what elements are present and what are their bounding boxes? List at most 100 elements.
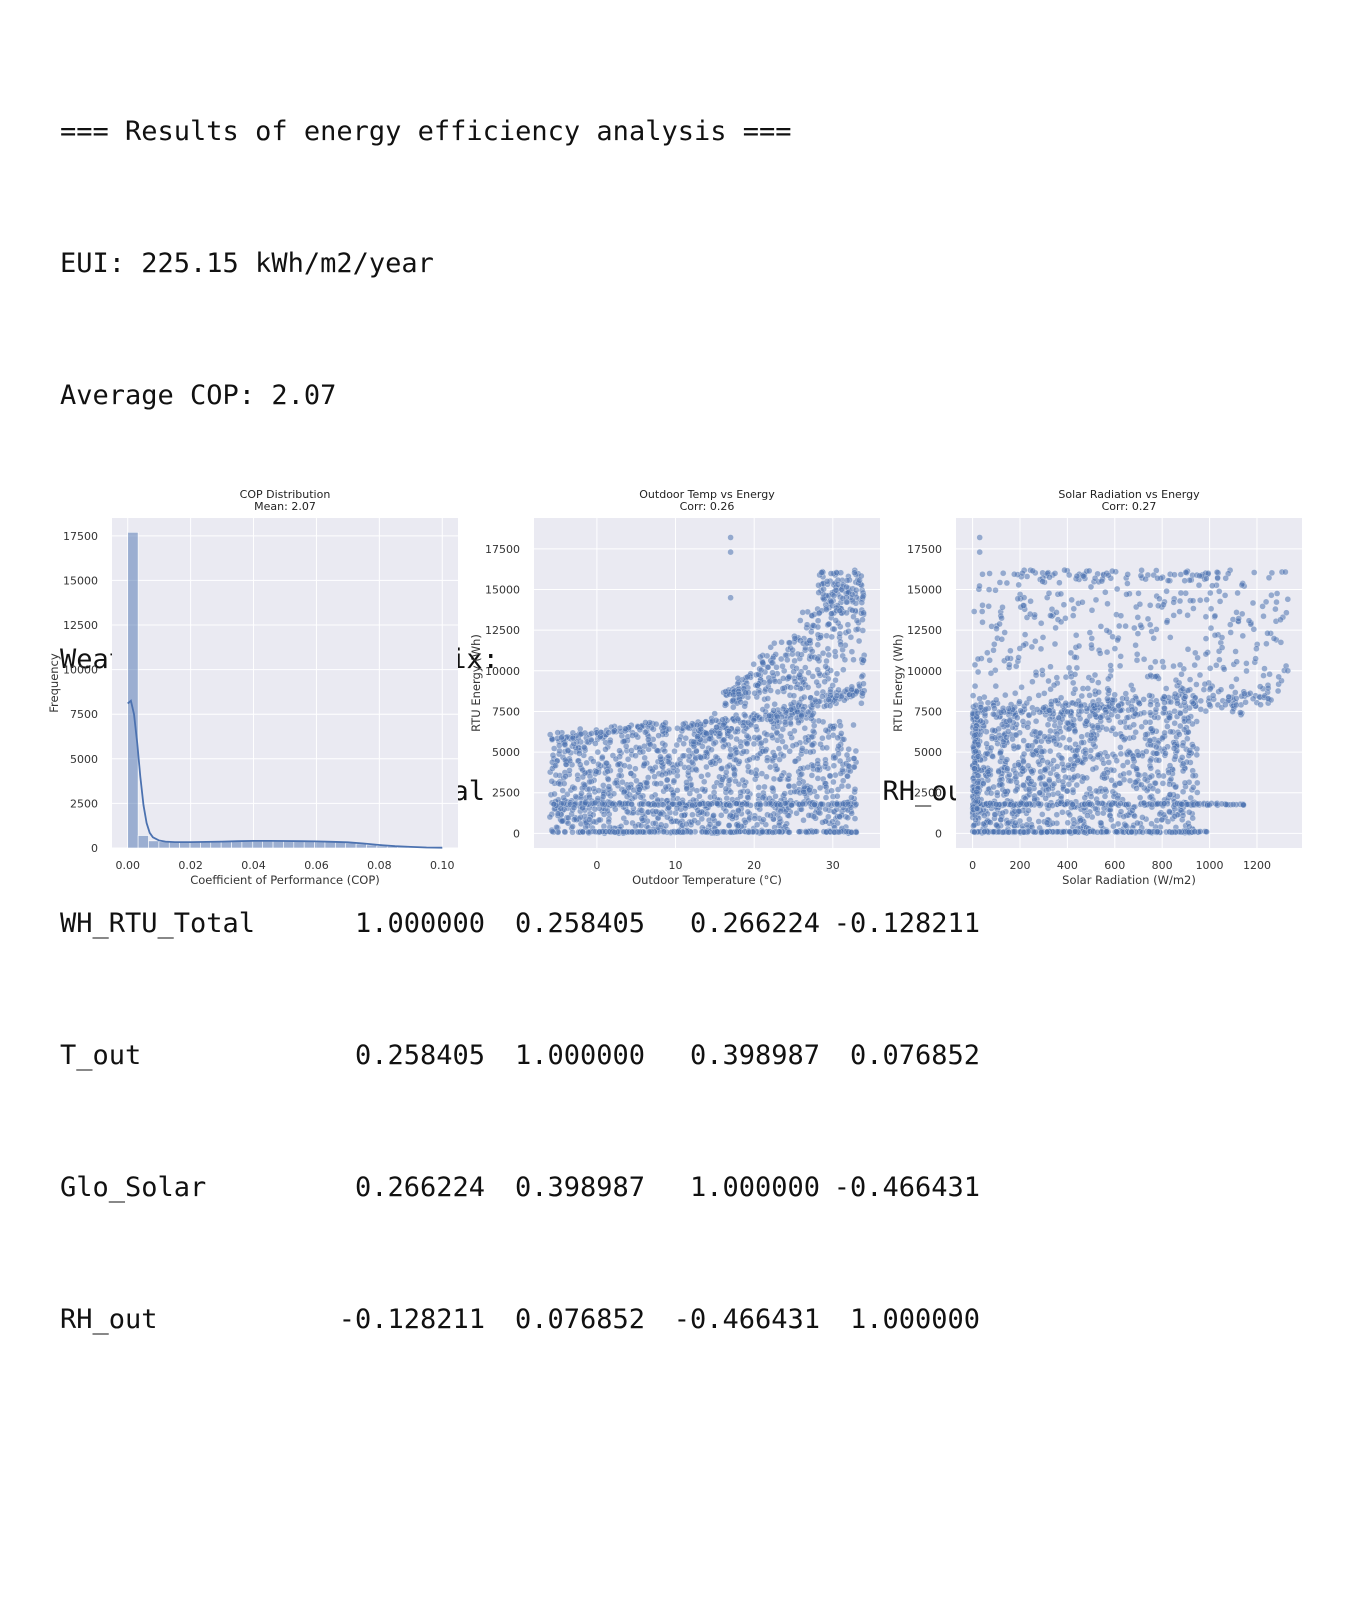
scatter-point	[1162, 710, 1168, 716]
scatter-point	[1182, 830, 1188, 836]
scatter-point	[1038, 775, 1044, 781]
scatter-point	[1127, 778, 1133, 784]
scatter-point	[999, 615, 1005, 621]
scatter-point	[1154, 674, 1160, 680]
scatter-point	[1155, 702, 1161, 708]
scatter-point	[1194, 572, 1200, 578]
scatter-point	[1052, 570, 1058, 576]
scatter-point	[1100, 572, 1106, 578]
scatter-point	[1149, 674, 1155, 680]
scatter-point	[1268, 630, 1274, 636]
scatter-point	[1019, 684, 1025, 690]
scatter-point	[1193, 682, 1199, 688]
scatter-point	[1196, 802, 1202, 808]
scatter-point	[1166, 699, 1172, 705]
scatter-point	[1001, 718, 1007, 724]
scatter-point	[1006, 712, 1012, 718]
scatter-point	[1074, 760, 1080, 766]
scatter-point	[1281, 668, 1287, 674]
scatter-point	[1106, 800, 1112, 806]
scatter-point	[1112, 692, 1118, 698]
scatter-point	[1082, 801, 1088, 807]
scatter-point	[1088, 801, 1094, 807]
scatter-point	[1041, 705, 1047, 711]
scatter-point	[1097, 714, 1103, 720]
scatter-point	[1090, 708, 1096, 714]
scatter-point	[1050, 572, 1056, 578]
scatter-point	[1104, 649, 1110, 655]
scatter-point	[997, 714, 1003, 720]
scatter-point	[1019, 570, 1025, 576]
scatter-point	[1115, 714, 1121, 720]
scatter-point	[1155, 788, 1161, 794]
scatter-point	[1142, 802, 1148, 808]
scatter-point	[992, 712, 998, 718]
scatter-point	[1082, 747, 1088, 753]
scatter-point	[1071, 817, 1077, 823]
scatter-point	[1103, 726, 1109, 732]
matrix-cell: 1.000000	[355, 902, 485, 946]
scatter-point	[1154, 750, 1160, 756]
scatter-point	[988, 790, 994, 796]
scatter-point	[1226, 695, 1232, 701]
scatter-point	[1018, 596, 1024, 602]
scatter-point	[992, 706, 998, 712]
scatter-point	[1120, 763, 1126, 769]
scatter-point	[993, 683, 999, 689]
scatter-point	[1064, 568, 1070, 574]
scatter-point	[1141, 800, 1147, 806]
scatter-point	[1177, 802, 1183, 808]
scatter-point	[1021, 802, 1027, 808]
scatter-point	[1110, 800, 1116, 806]
scatter-point	[1227, 567, 1233, 573]
scatter-point	[1040, 634, 1046, 640]
scatter-point	[1174, 698, 1180, 704]
scatter-point	[1012, 829, 1018, 835]
scatter-point	[1116, 623, 1122, 629]
scatter-point	[1046, 778, 1052, 784]
matrix-row: Glo_Solar 0.266224 0.398987 1.000000 -0.…	[60, 1166, 980, 1210]
scatter-point	[1083, 723, 1089, 729]
scatter-point	[1073, 576, 1079, 582]
scatter-point	[1012, 763, 1018, 769]
scatter-point	[991, 784, 997, 790]
scatter-point	[1044, 595, 1050, 601]
scatter-point	[1166, 715, 1172, 721]
scatter-point	[1163, 829, 1169, 835]
scatter-point	[1017, 801, 1023, 807]
scatter-point	[1159, 816, 1165, 822]
scatter-point	[1154, 673, 1160, 679]
scatter-point	[1188, 829, 1194, 835]
scatter-point	[1178, 808, 1184, 814]
scatter-point	[1047, 728, 1053, 734]
scatter-point	[1005, 828, 1011, 834]
scatter-point	[1126, 748, 1132, 754]
scatter-point	[990, 727, 996, 733]
scatter-point	[1033, 739, 1039, 745]
scatter-point	[1159, 817, 1165, 823]
scatter-point	[1024, 801, 1030, 807]
scatter-point	[1181, 695, 1187, 701]
scatter-point	[1058, 591, 1064, 597]
scatter-point	[984, 801, 990, 807]
scatter-point	[1187, 677, 1193, 683]
scatter-point	[1091, 579, 1097, 585]
scatter-point	[1037, 825, 1043, 831]
scatter-point	[1010, 809, 1016, 815]
scatter-point	[1062, 801, 1068, 807]
scatter-point	[991, 703, 997, 709]
scatter-point	[1139, 575, 1145, 581]
scatter-point	[1068, 674, 1074, 680]
scatter-point	[1229, 694, 1235, 700]
scatter-point	[1133, 829, 1139, 835]
scatter-point	[1075, 773, 1081, 779]
scatter-point	[1208, 685, 1214, 691]
scatter-point	[1143, 719, 1149, 725]
scatter-point	[1179, 754, 1185, 760]
scatter-point	[1004, 798, 1010, 804]
scatter-point	[1052, 717, 1058, 723]
scatter-point	[1112, 800, 1118, 806]
scatter-point	[1231, 706, 1237, 712]
scatter-point	[1206, 698, 1212, 704]
scatter-point	[1082, 809, 1088, 815]
